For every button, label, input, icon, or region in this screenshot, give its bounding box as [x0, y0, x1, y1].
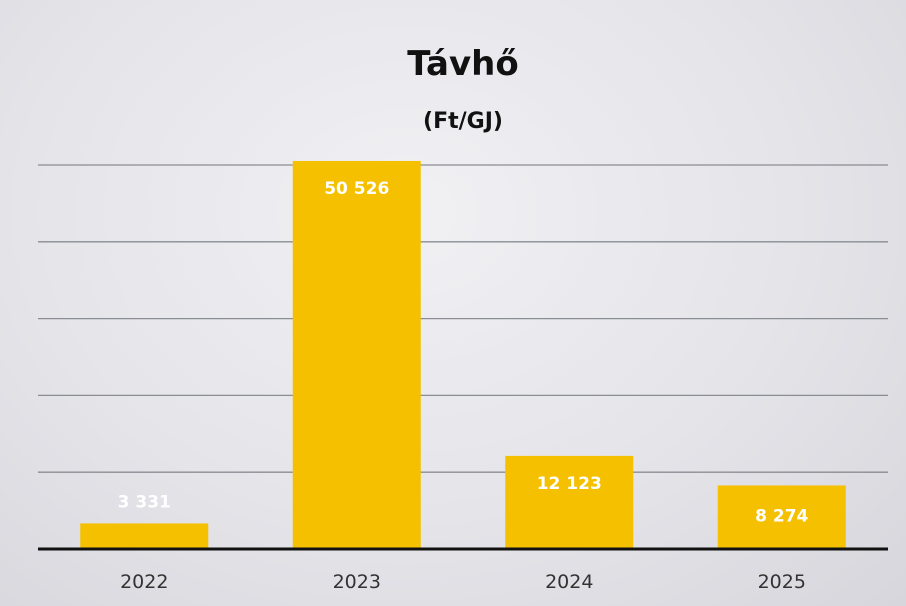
x-tick-label-2024: 2024 [545, 571, 593, 593]
data-label-2024: 12 123 [537, 474, 602, 494]
bar-2025 [717, 485, 846, 549]
bar-2023 [292, 160, 421, 549]
chart-subtitle: (Ft/GJ) [423, 109, 503, 134]
bar-2022 [80, 523, 209, 549]
data-label-2023: 50 526 [324, 179, 389, 199]
bar-2024 [505, 455, 634, 549]
x-tick-label-2023: 2023 [333, 571, 381, 593]
data-label-2022: 3 331 [118, 492, 171, 512]
chart-title: Távhő [407, 44, 518, 84]
x-tick-labels: 2022 2023 2024 2025 [120, 571, 806, 593]
x-tick-label-2025: 2025 [758, 571, 806, 593]
bars [80, 160, 846, 549]
gridlines [38, 164, 888, 473]
data-label-2025: 8 274 [755, 506, 808, 526]
data-labels: 3 331 50 526 12 123 8 274 [118, 179, 809, 526]
x-tick-label-2022: 2022 [120, 571, 168, 593]
